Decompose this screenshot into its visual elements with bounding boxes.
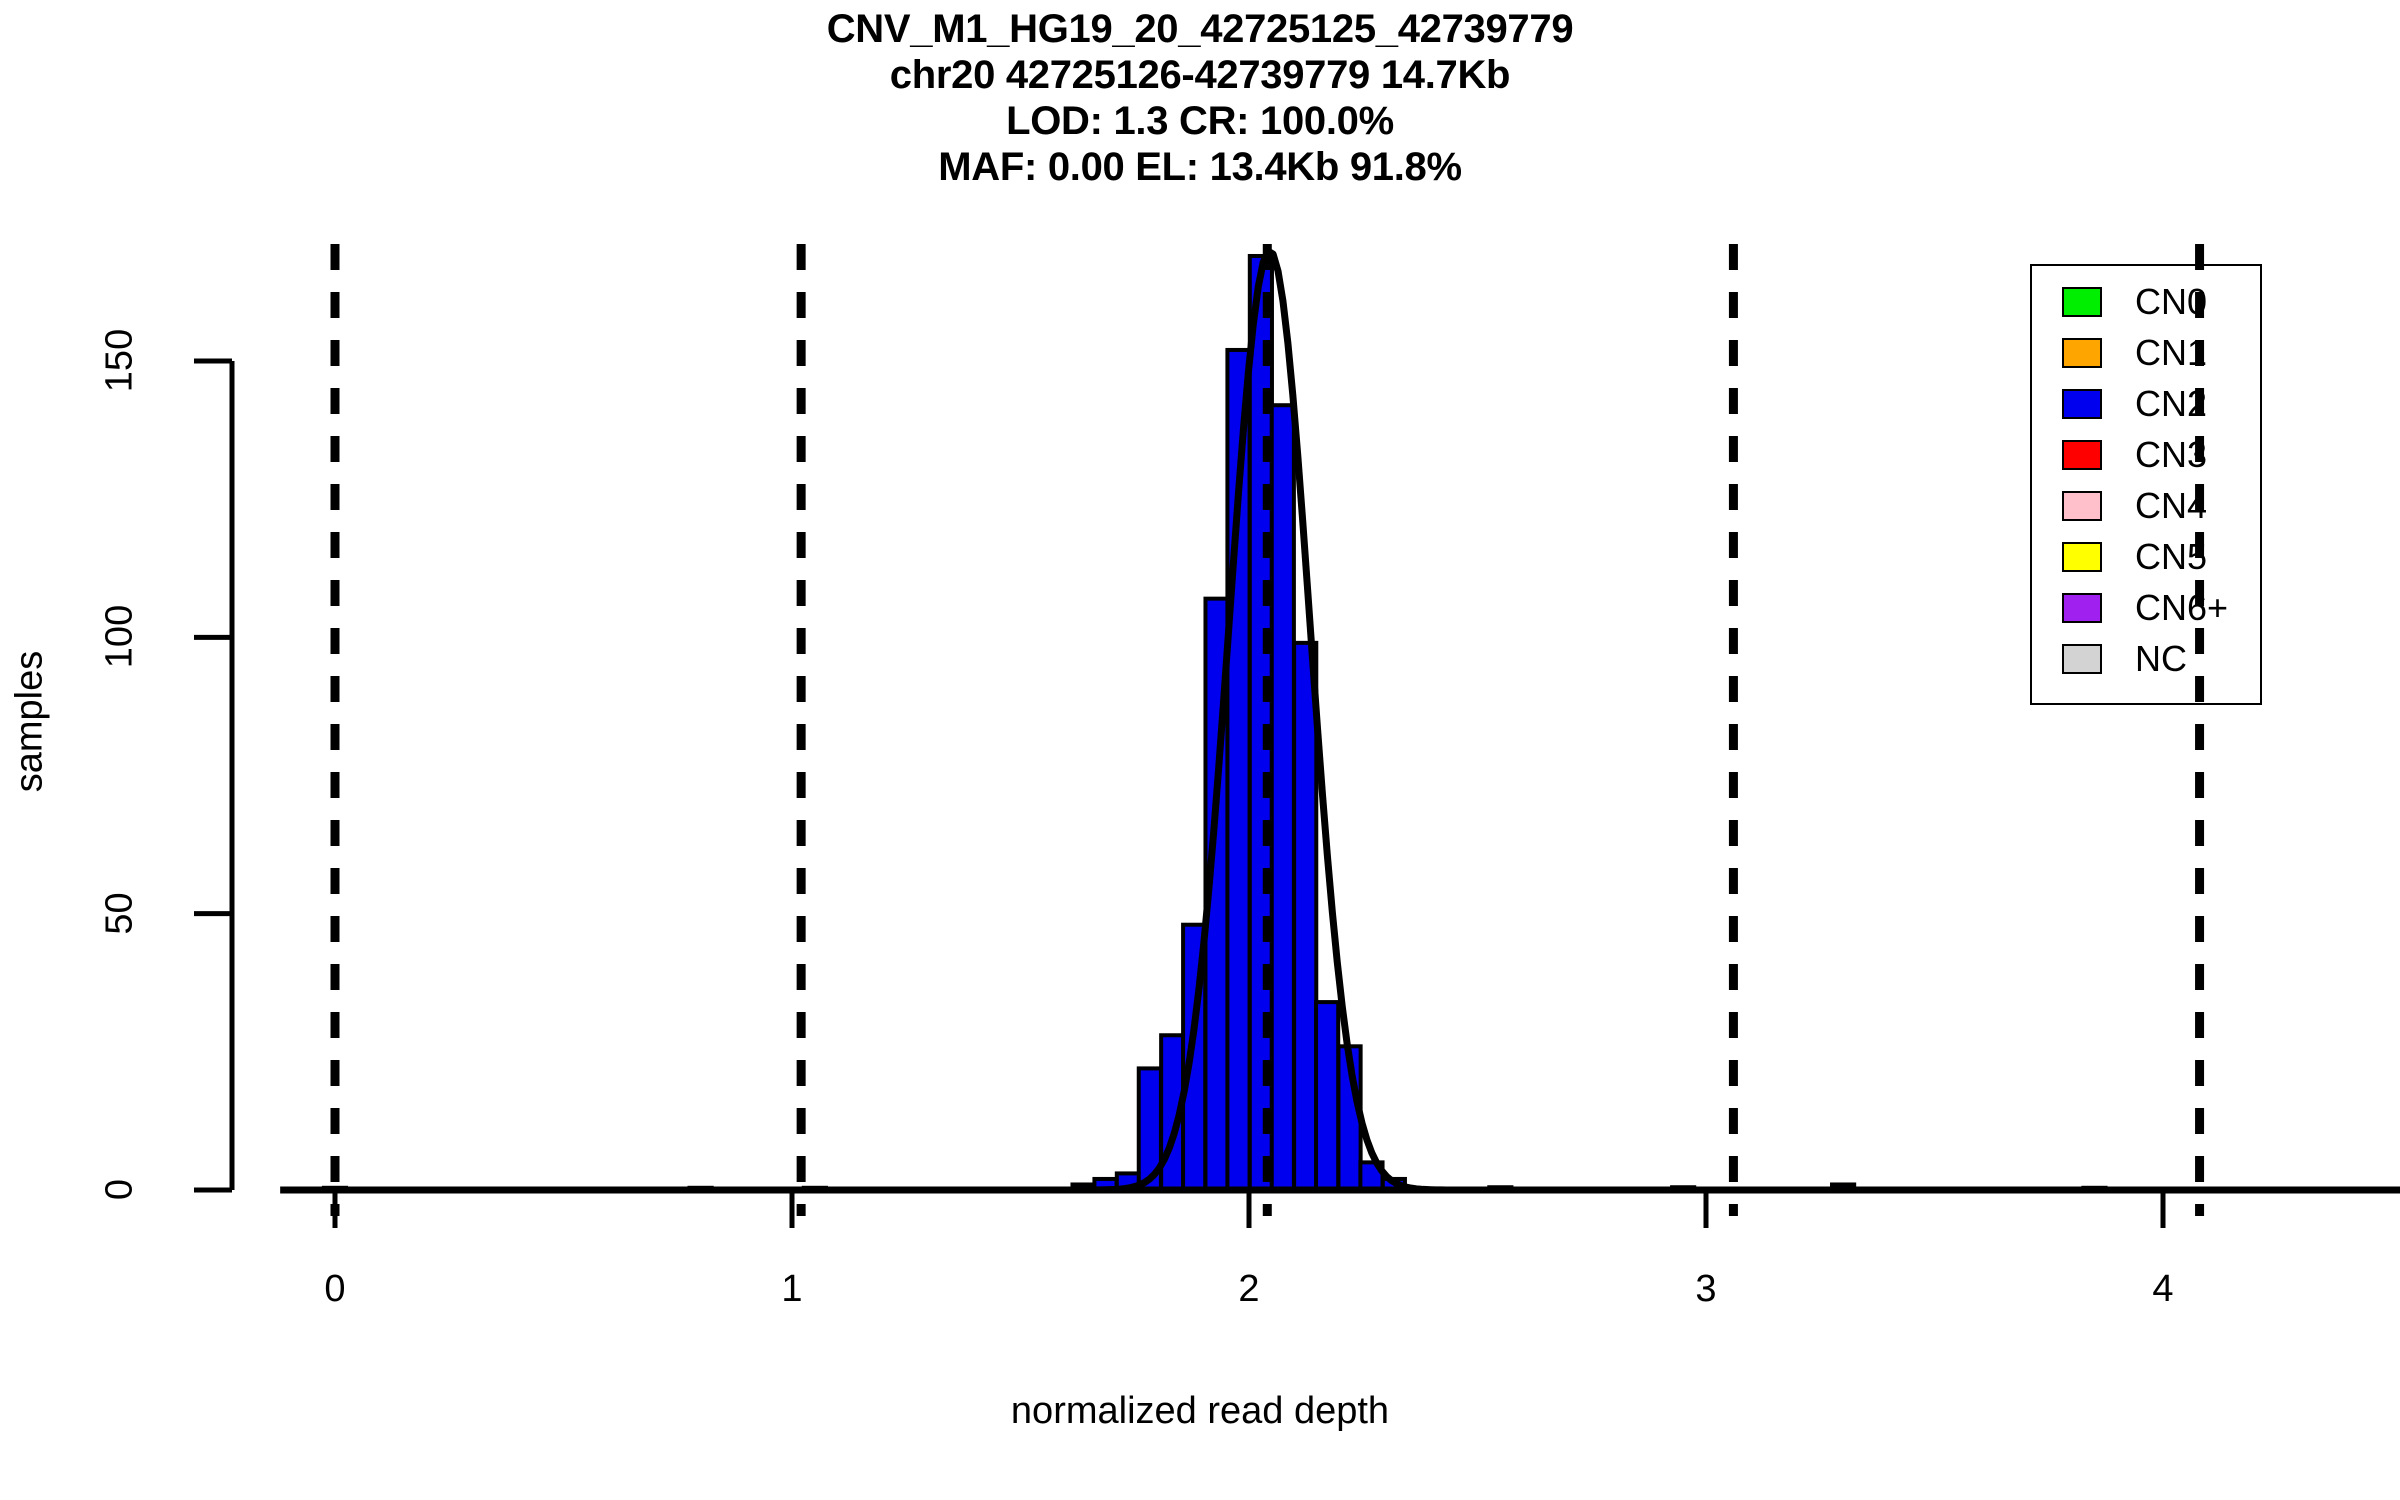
legend-label: NC (2135, 638, 2187, 679)
legend-item-nc: NC (2062, 637, 2187, 681)
legend-item-cn5: CN5 (2062, 535, 2207, 579)
legend-label: CN5 (2135, 536, 2208, 577)
legend-label: CN2 (2135, 383, 2208, 424)
legend-item-cn3: CN3 (2062, 433, 2207, 477)
histogram-bar (1292, 640, 1319, 1192)
legend-swatch-icon (2062, 338, 2102, 368)
cn-boundary-lines (330, 244, 2205, 1216)
y-tick-label: 0 (98, 1178, 141, 1201)
legend-swatch-icon (2062, 593, 2102, 623)
legend-swatch-icon (2062, 287, 2102, 317)
legend-items: CN0 CN1 CN2 CN3 CN4 CN5 CN6+ NC (2032, 266, 2260, 703)
legend-label: CN3 (2135, 434, 2208, 475)
x-tick-label: 0 (324, 1268, 346, 1310)
legend-swatch-icon (2062, 440, 2102, 470)
y-tick-label: 150 (98, 328, 141, 393)
legend-swatch-icon (2062, 644, 2102, 674)
x-axis-title: normalized read depth (1010, 1390, 1390, 1432)
legend-swatch-icon (2062, 491, 2102, 521)
x-tick-label: 2 (1238, 1268, 1260, 1310)
axis-lines (229, 361, 2400, 1194)
axis-ticks (194, 358, 2166, 1228)
y-tick-label: 50 (98, 892, 141, 935)
y-axis-title: samples (8, 650, 51, 793)
legend-label: CN0 (2135, 281, 2208, 322)
histogram-bars (1070, 253, 1407, 1193)
x-tick-label: 1 (781, 1268, 803, 1310)
histogram-bar (1269, 403, 1296, 1192)
legend-label: CN6+ (2135, 587, 2229, 628)
legend: CN0 CN1 CN2 CN3 CN4 CN5 CN6+ NC (2030, 264, 2262, 705)
histogram-bar (1314, 1000, 1341, 1193)
legend-swatch-icon (2062, 389, 2102, 419)
legend-item-cn0: CN0 (2062, 280, 2207, 324)
legend-swatch-icon (2062, 542, 2102, 572)
y-tick-label: 100 (98, 605, 141, 669)
legend-item-cn1: CN1 (2062, 331, 2207, 375)
legend-label: CN1 (2135, 332, 2208, 373)
x-tick-label: 4 (2152, 1268, 2174, 1310)
legend-item-cn4: CN4 (2062, 484, 2207, 528)
legend-item-cn2: CN2 (2062, 382, 2207, 426)
x-tick-label: 3 (1695, 1268, 1717, 1310)
legend-item-cn6plus: CN6+ (2062, 586, 2228, 630)
legend-label: CN4 (2135, 485, 2208, 526)
